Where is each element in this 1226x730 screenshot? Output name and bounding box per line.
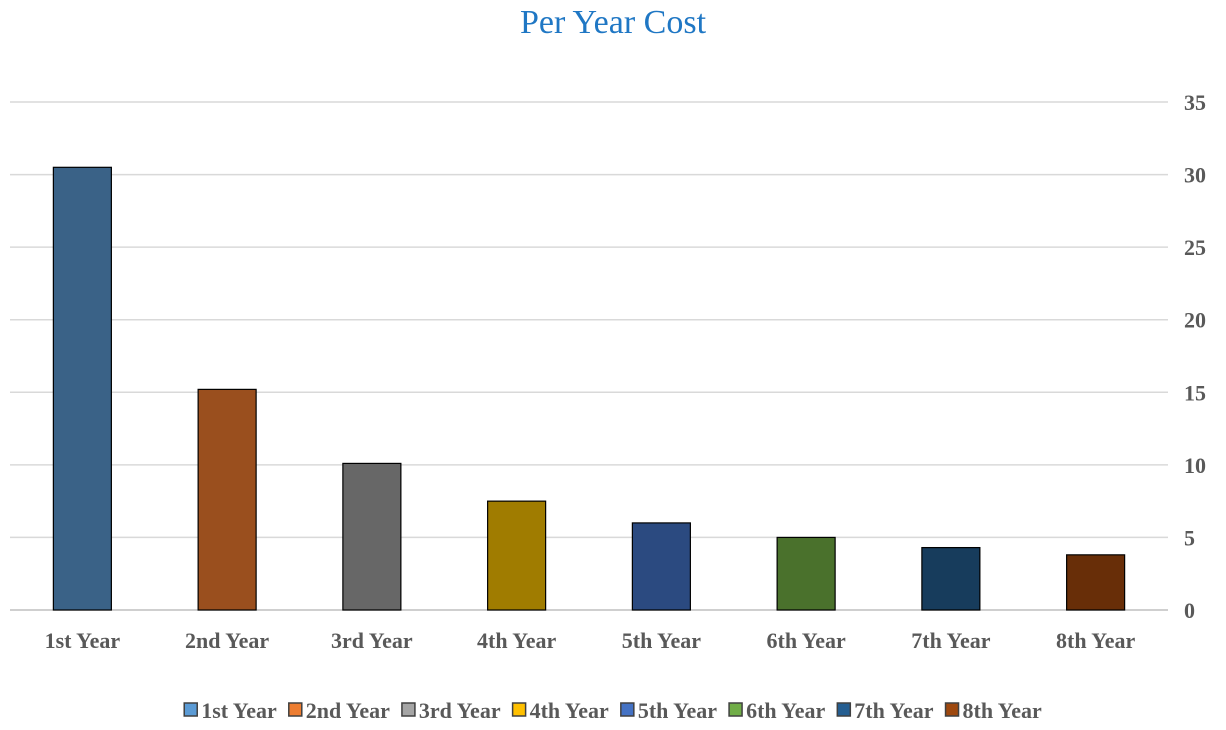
legend-label: 7th Year: [854, 698, 933, 723]
y-tick-label: 15: [1184, 380, 1206, 405]
bar: [776, 536, 836, 611]
legend: 1st Year 2nd Year 3rd Year 4th Year 5th Year…: [183, 698, 1042, 723]
y-tick-label: 20: [1184, 308, 1206, 333]
bar: [631, 522, 691, 611]
legend-label: 6th Year: [746, 698, 825, 723]
bar: [921, 546, 981, 611]
y-tick-label: 5: [1184, 525, 1195, 550]
legend-swatch: [288, 702, 303, 717]
legend-swatch: [728, 702, 743, 717]
y-tick-label: 25: [1184, 235, 1206, 260]
chart-title: Per Year Cost: [519, 4, 707, 41]
bar: [487, 500, 547, 611]
x-tick-label: 5th Year: [622, 628, 701, 653]
x-tick-label: 7th Year: [911, 628, 990, 653]
bar: [1066, 554, 1126, 611]
y-axis-ticks: 0 5 10 15 20 25 30 35: [1184, 90, 1206, 623]
y-tick-label: 10: [1184, 453, 1206, 478]
x-tick-label: 4th Year: [477, 628, 556, 653]
legend-label: 3rd Year: [419, 698, 501, 723]
legend-swatch: [944, 702, 960, 717]
legend-label: 2nd Year: [306, 698, 390, 723]
x-tick-label: 1st Year: [45, 628, 121, 653]
legend-swatch: [401, 702, 416, 717]
legend-label: 8th Year: [963, 698, 1042, 723]
y-tick-label: 35: [1184, 90, 1206, 115]
legend-label: 5th Year: [638, 698, 717, 723]
legend-swatch: [183, 702, 198, 717]
y-tick-label: 30: [1184, 163, 1206, 188]
legend-label: 1st Year: [201, 698, 277, 723]
legend-label: 4th Year: [530, 698, 609, 723]
x-axis-ticks: 1st Year 2nd Year 3rd Year 4th Year 5th Year…: [45, 628, 1136, 653]
legend-swatch: [620, 702, 635, 717]
y-tick-label: 0: [1184, 598, 1195, 623]
gridlines: [10, 101, 1168, 611]
bar: [52, 166, 112, 611]
bar: [342, 462, 402, 611]
bar: [197, 388, 257, 611]
x-tick-label: 3rd Year: [331, 628, 413, 653]
bars: [52, 166, 1126, 611]
legend-swatch: [836, 702, 852, 717]
x-tick-label: 8th Year: [1056, 628, 1135, 653]
x-tick-label: 6th Year: [767, 628, 846, 653]
x-tick-label: 2nd Year: [185, 628, 269, 653]
legend-swatch: [511, 702, 527, 717]
